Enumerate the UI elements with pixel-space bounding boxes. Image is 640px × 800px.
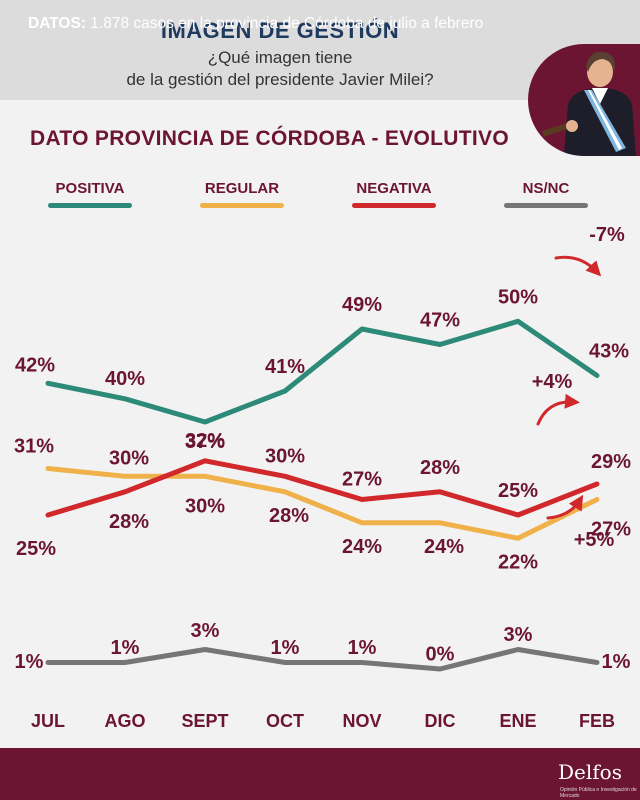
footer-text: 1.878 casos en la provincia de Córdoba d…: [90, 15, 484, 32]
president-portrait: [528, 44, 640, 156]
data-label-nsnc-7: 1%: [602, 651, 631, 673]
data-label-regular-3: 28%: [269, 505, 309, 527]
data-label-negativa-4: 27%: [342, 469, 382, 491]
data-label-nsnc-3: 1%: [271, 637, 300, 659]
data-label-nsnc-5: 0%: [426, 643, 455, 665]
series-line-regular: [45, 466, 600, 541]
legend-positiva: POSITIVA: [30, 180, 150, 208]
data-label-negativa-5: 28%: [420, 457, 460, 479]
data-label-positiva-1: 40%: [105, 368, 145, 390]
data-label-negativa-1: 28%: [109, 511, 149, 533]
data-label-nsnc-0: 1%: [15, 651, 44, 673]
change-label-regular: +5%: [574, 529, 615, 551]
data-label-negativa-3: 30%: [265, 445, 305, 467]
data-label-positiva-7: 43%: [589, 341, 629, 363]
legend-swatch-nsnc: [504, 203, 588, 208]
data-label-positiva-3: 41%: [265, 356, 305, 378]
footer-band: [0, 748, 640, 800]
question-line-1: ¿Qué imagen tiene: [207, 48, 353, 67]
x-tick-nov: NOV: [342, 711, 381, 731]
legend-label-negativa: NEGATIVA: [356, 180, 432, 197]
data-label-nsnc-6: 3%: [504, 624, 533, 646]
legend-label-positiva: POSITIVA: [55, 180, 125, 197]
series-line-negativa: [45, 458, 600, 518]
page-title: IMAGEN DE GESTIÓN: [160, 18, 400, 43]
legend-label-nsnc: NS/NC: [522, 180, 570, 197]
legend-regular: REGULAR: [182, 180, 302, 208]
data-label-negativa-2: 32%: [185, 430, 225, 452]
data-label-regular-2: 30%: [185, 495, 225, 517]
delfos-tagline: Opinión Pública e Investigación de Merca…: [560, 787, 637, 799]
data-label-negativa-0: 25%: [16, 538, 56, 560]
delfos-logo: Delfos: [558, 760, 622, 784]
chart-title: DATO PROVINCIA DE CÓRDOBA - EVOLUTIVO: [30, 127, 509, 150]
legend-label-regular: REGULAR: [204, 180, 280, 197]
data-label-regular-4: 24%: [342, 536, 382, 558]
change-arrow-negativa: [536, 393, 580, 426]
data-label-regular-5: 24%: [424, 536, 464, 558]
data-label-regular-1: 30%: [109, 447, 149, 469]
legend-swatch-positiva: [48, 203, 132, 208]
x-tick-oct: OCT: [266, 711, 304, 731]
data-label-nsnc-2: 3%: [191, 620, 220, 642]
legend-negativa: NEGATIVA: [334, 180, 454, 208]
data-label-negativa-7: 29%: [591, 451, 631, 473]
x-tick-dic: DIC: [425, 711, 456, 731]
change-label-negativa: +4%: [532, 371, 573, 393]
x-tick-feb: FEB: [579, 711, 615, 731]
data-label-positiva-5: 47%: [420, 310, 460, 332]
president-illustration: [541, 51, 636, 156]
data-label-regular-6: 22%: [498, 551, 538, 573]
x-tick-jul: JUL: [31, 711, 65, 731]
data-label-nsnc-1: 1%: [111, 637, 140, 659]
data-label-nsnc-4: 1%: [348, 637, 377, 659]
footer-note: DATOS: 1.878 casos en la provincia de Có…: [28, 15, 483, 33]
legend-swatch-regular: [200, 203, 284, 208]
footer-label: DATOS:: [28, 15, 86, 32]
x-tick-sept: SEPT: [181, 711, 228, 731]
data-label-positiva-4: 49%: [342, 294, 382, 316]
data-label-positiva-0: 42%: [15, 354, 55, 376]
data-label-regular-7: 27%: [591, 519, 631, 541]
change-arrow-positiva: [554, 255, 602, 277]
question-line-2: de la gestión del presidente Javier Mile…: [126, 70, 434, 89]
data-label-positiva-6: 50%: [498, 286, 538, 308]
line-chart: 42% 40% 37% 41% 49% 47% 50% 43% 31% 30% 30% 28% 24% 2…: [14, 224, 631, 731]
legend-nsnc: NS/NC: [486, 180, 606, 208]
x-tick-ago: AGO: [104, 711, 145, 731]
series-line-positiva: [45, 318, 600, 425]
data-label-regular-0: 31%: [14, 436, 54, 458]
data-label-negativa-6: 25%: [498, 480, 538, 502]
data-label-positiva-2: 37%: [185, 431, 225, 453]
change-arrow-regular: [546, 494, 584, 520]
change-label-positiva: -7%: [589, 224, 625, 246]
series-line-nsnc: [45, 647, 600, 672]
x-tick-ene: ENE: [499, 711, 536, 731]
legend-swatch-negativa: [352, 203, 436, 208]
